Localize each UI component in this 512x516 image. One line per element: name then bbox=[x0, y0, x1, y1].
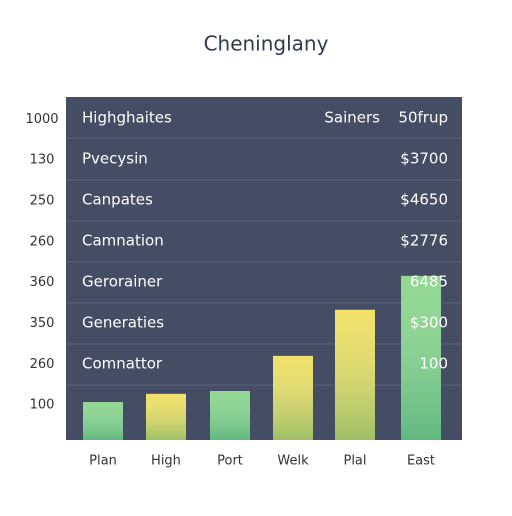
row-value: 100 bbox=[419, 355, 448, 373]
row-value: $4650 bbox=[400, 191, 448, 209]
header-col: Sainers bbox=[324, 109, 380, 127]
bar-shade bbox=[401, 275, 441, 440]
row-value: $300 bbox=[410, 314, 448, 332]
row-label: Gerorainer bbox=[82, 273, 163, 291]
x-tick-label: Welk bbox=[277, 454, 309, 469]
row-label: Generaties bbox=[82, 314, 164, 332]
x-tick-label: Plan bbox=[89, 454, 117, 469]
bar-shade bbox=[210, 391, 250, 440]
x-tick-label: High bbox=[151, 454, 181, 469]
header-label: Highghaites bbox=[82, 109, 172, 127]
y-tick-label: 260 bbox=[30, 357, 55, 372]
header-col: 50frup bbox=[398, 109, 448, 127]
row-separators bbox=[66, 137, 462, 386]
row-label: Camnation bbox=[82, 232, 164, 250]
y-tick-label: 350 bbox=[30, 316, 55, 331]
row-value: $3700 bbox=[400, 150, 448, 168]
bar-shade bbox=[146, 393, 186, 440]
panel bbox=[66, 97, 462, 440]
y-tick-label: 260 bbox=[30, 234, 55, 249]
y-tick-label: 130 bbox=[30, 153, 55, 168]
row-label: Pvecysin bbox=[82, 150, 148, 168]
row-value: 6485 bbox=[410, 273, 448, 291]
x-tick-label: Port bbox=[217, 454, 243, 469]
row-label: Comnattor bbox=[82, 355, 163, 373]
y-tick-label: 360 bbox=[30, 275, 55, 290]
bar-shade bbox=[273, 355, 313, 440]
row-label: Canpates bbox=[82, 191, 153, 209]
row-value: $2776 bbox=[400, 232, 448, 250]
y-tick-label: 100 bbox=[30, 398, 55, 413]
x-tick-label: East bbox=[407, 454, 435, 469]
chart-title: Cheninglany bbox=[204, 32, 329, 56]
y-tick-label: 250 bbox=[30, 194, 55, 209]
bar-shade bbox=[83, 402, 123, 440]
bar-shade bbox=[335, 309, 375, 440]
y-tick-label: 1000 bbox=[25, 112, 58, 127]
x-tick-label: Plal bbox=[343, 454, 366, 469]
